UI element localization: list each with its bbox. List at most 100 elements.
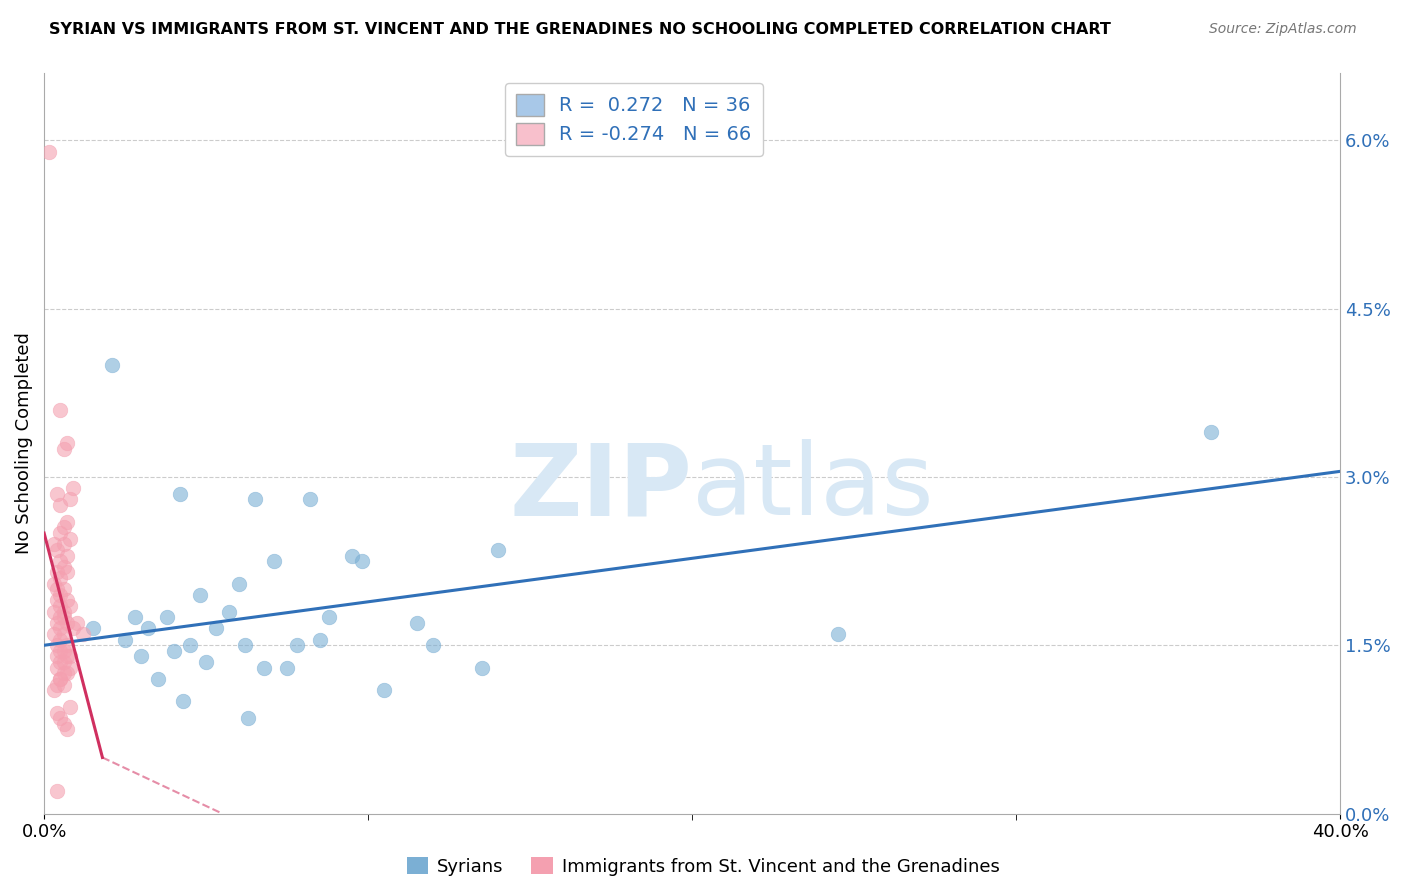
Point — [56, 638, 79, 652]
Point — [56, 566, 79, 580]
Point — [46, 487, 69, 501]
Point — [276, 661, 298, 675]
Legend: R =  0.272   N = 36, R = -0.274   N = 66: R = 0.272 N = 36, R = -0.274 N = 66 — [505, 83, 763, 156]
Point — [471, 661, 494, 675]
Point — [38, 145, 60, 159]
Point — [169, 487, 191, 501]
Point — [49, 644, 72, 658]
Point — [46, 677, 69, 691]
Point — [52, 582, 75, 597]
Point — [42, 683, 65, 698]
Point — [46, 706, 69, 720]
Point — [62, 622, 84, 636]
Point — [42, 537, 65, 551]
Y-axis label: No Schooling Completed: No Schooling Completed — [15, 333, 32, 554]
Point — [46, 661, 69, 675]
Point — [56, 666, 79, 681]
Point — [136, 622, 159, 636]
Point — [228, 576, 250, 591]
Point — [52, 627, 75, 641]
Point — [373, 683, 395, 698]
Point — [52, 442, 75, 456]
Point — [72, 627, 94, 641]
Point — [82, 622, 104, 636]
Point — [52, 559, 75, 574]
Point — [56, 649, 79, 664]
Text: SYRIAN VS IMMIGRANTS FROM ST. VINCENT AND THE GRENADINES NO SCHOOLING COMPLETED : SYRIAN VS IMMIGRANTS FROM ST. VINCENT AN… — [49, 22, 1111, 37]
Point — [52, 605, 75, 619]
Point — [163, 644, 186, 658]
Point — [59, 492, 82, 507]
Point — [56, 515, 79, 529]
Point — [59, 599, 82, 613]
Text: Source: ZipAtlas.com: Source: ZipAtlas.com — [1209, 22, 1357, 37]
Point — [52, 666, 75, 681]
Point — [422, 638, 444, 652]
Point — [59, 661, 82, 675]
Point — [49, 402, 72, 417]
Point — [285, 638, 308, 652]
Point — [46, 784, 69, 798]
Point — [46, 649, 69, 664]
Point — [172, 694, 194, 708]
Point — [308, 632, 330, 647]
Point — [49, 554, 72, 568]
Point — [46, 582, 69, 597]
Point — [46, 566, 69, 580]
Point — [59, 532, 82, 546]
Point — [49, 632, 72, 647]
Point — [131, 649, 153, 664]
Point — [42, 576, 65, 591]
Point — [56, 615, 79, 630]
Point — [49, 622, 72, 636]
Text: ZIP: ZIP — [509, 439, 692, 536]
Point — [340, 549, 363, 563]
Point — [298, 492, 321, 507]
Point — [49, 711, 72, 725]
Point — [52, 655, 75, 669]
Point — [46, 593, 69, 607]
Point — [49, 655, 72, 669]
Point — [46, 542, 69, 557]
Point — [56, 549, 79, 563]
Point — [46, 615, 69, 630]
Point — [49, 599, 72, 613]
Point — [1199, 425, 1222, 439]
Point — [49, 498, 72, 512]
Point — [49, 610, 72, 624]
Point — [318, 610, 340, 624]
Point — [124, 610, 146, 624]
Point — [205, 622, 228, 636]
Point — [52, 537, 75, 551]
Point — [52, 677, 75, 691]
Point — [195, 655, 218, 669]
Point — [49, 571, 72, 585]
Text: atlas: atlas — [692, 439, 934, 536]
Point — [52, 610, 75, 624]
Point — [49, 526, 72, 541]
Point — [49, 672, 72, 686]
Point — [49, 588, 72, 602]
Point — [188, 588, 211, 602]
Point — [49, 672, 72, 686]
Point — [114, 632, 136, 647]
Point — [46, 638, 69, 652]
Point — [59, 700, 82, 714]
Point — [156, 610, 179, 624]
Point — [65, 615, 87, 630]
Point — [62, 481, 84, 495]
Point — [42, 605, 65, 619]
Point — [233, 638, 256, 652]
Point — [56, 593, 79, 607]
Point — [52, 520, 75, 534]
Point — [56, 436, 79, 450]
Point — [42, 627, 65, 641]
Point — [253, 661, 276, 675]
Point — [263, 554, 285, 568]
Point — [350, 554, 373, 568]
Point — [52, 644, 75, 658]
Point — [827, 627, 849, 641]
Point — [486, 542, 509, 557]
Point — [146, 672, 169, 686]
Point — [52, 716, 75, 731]
